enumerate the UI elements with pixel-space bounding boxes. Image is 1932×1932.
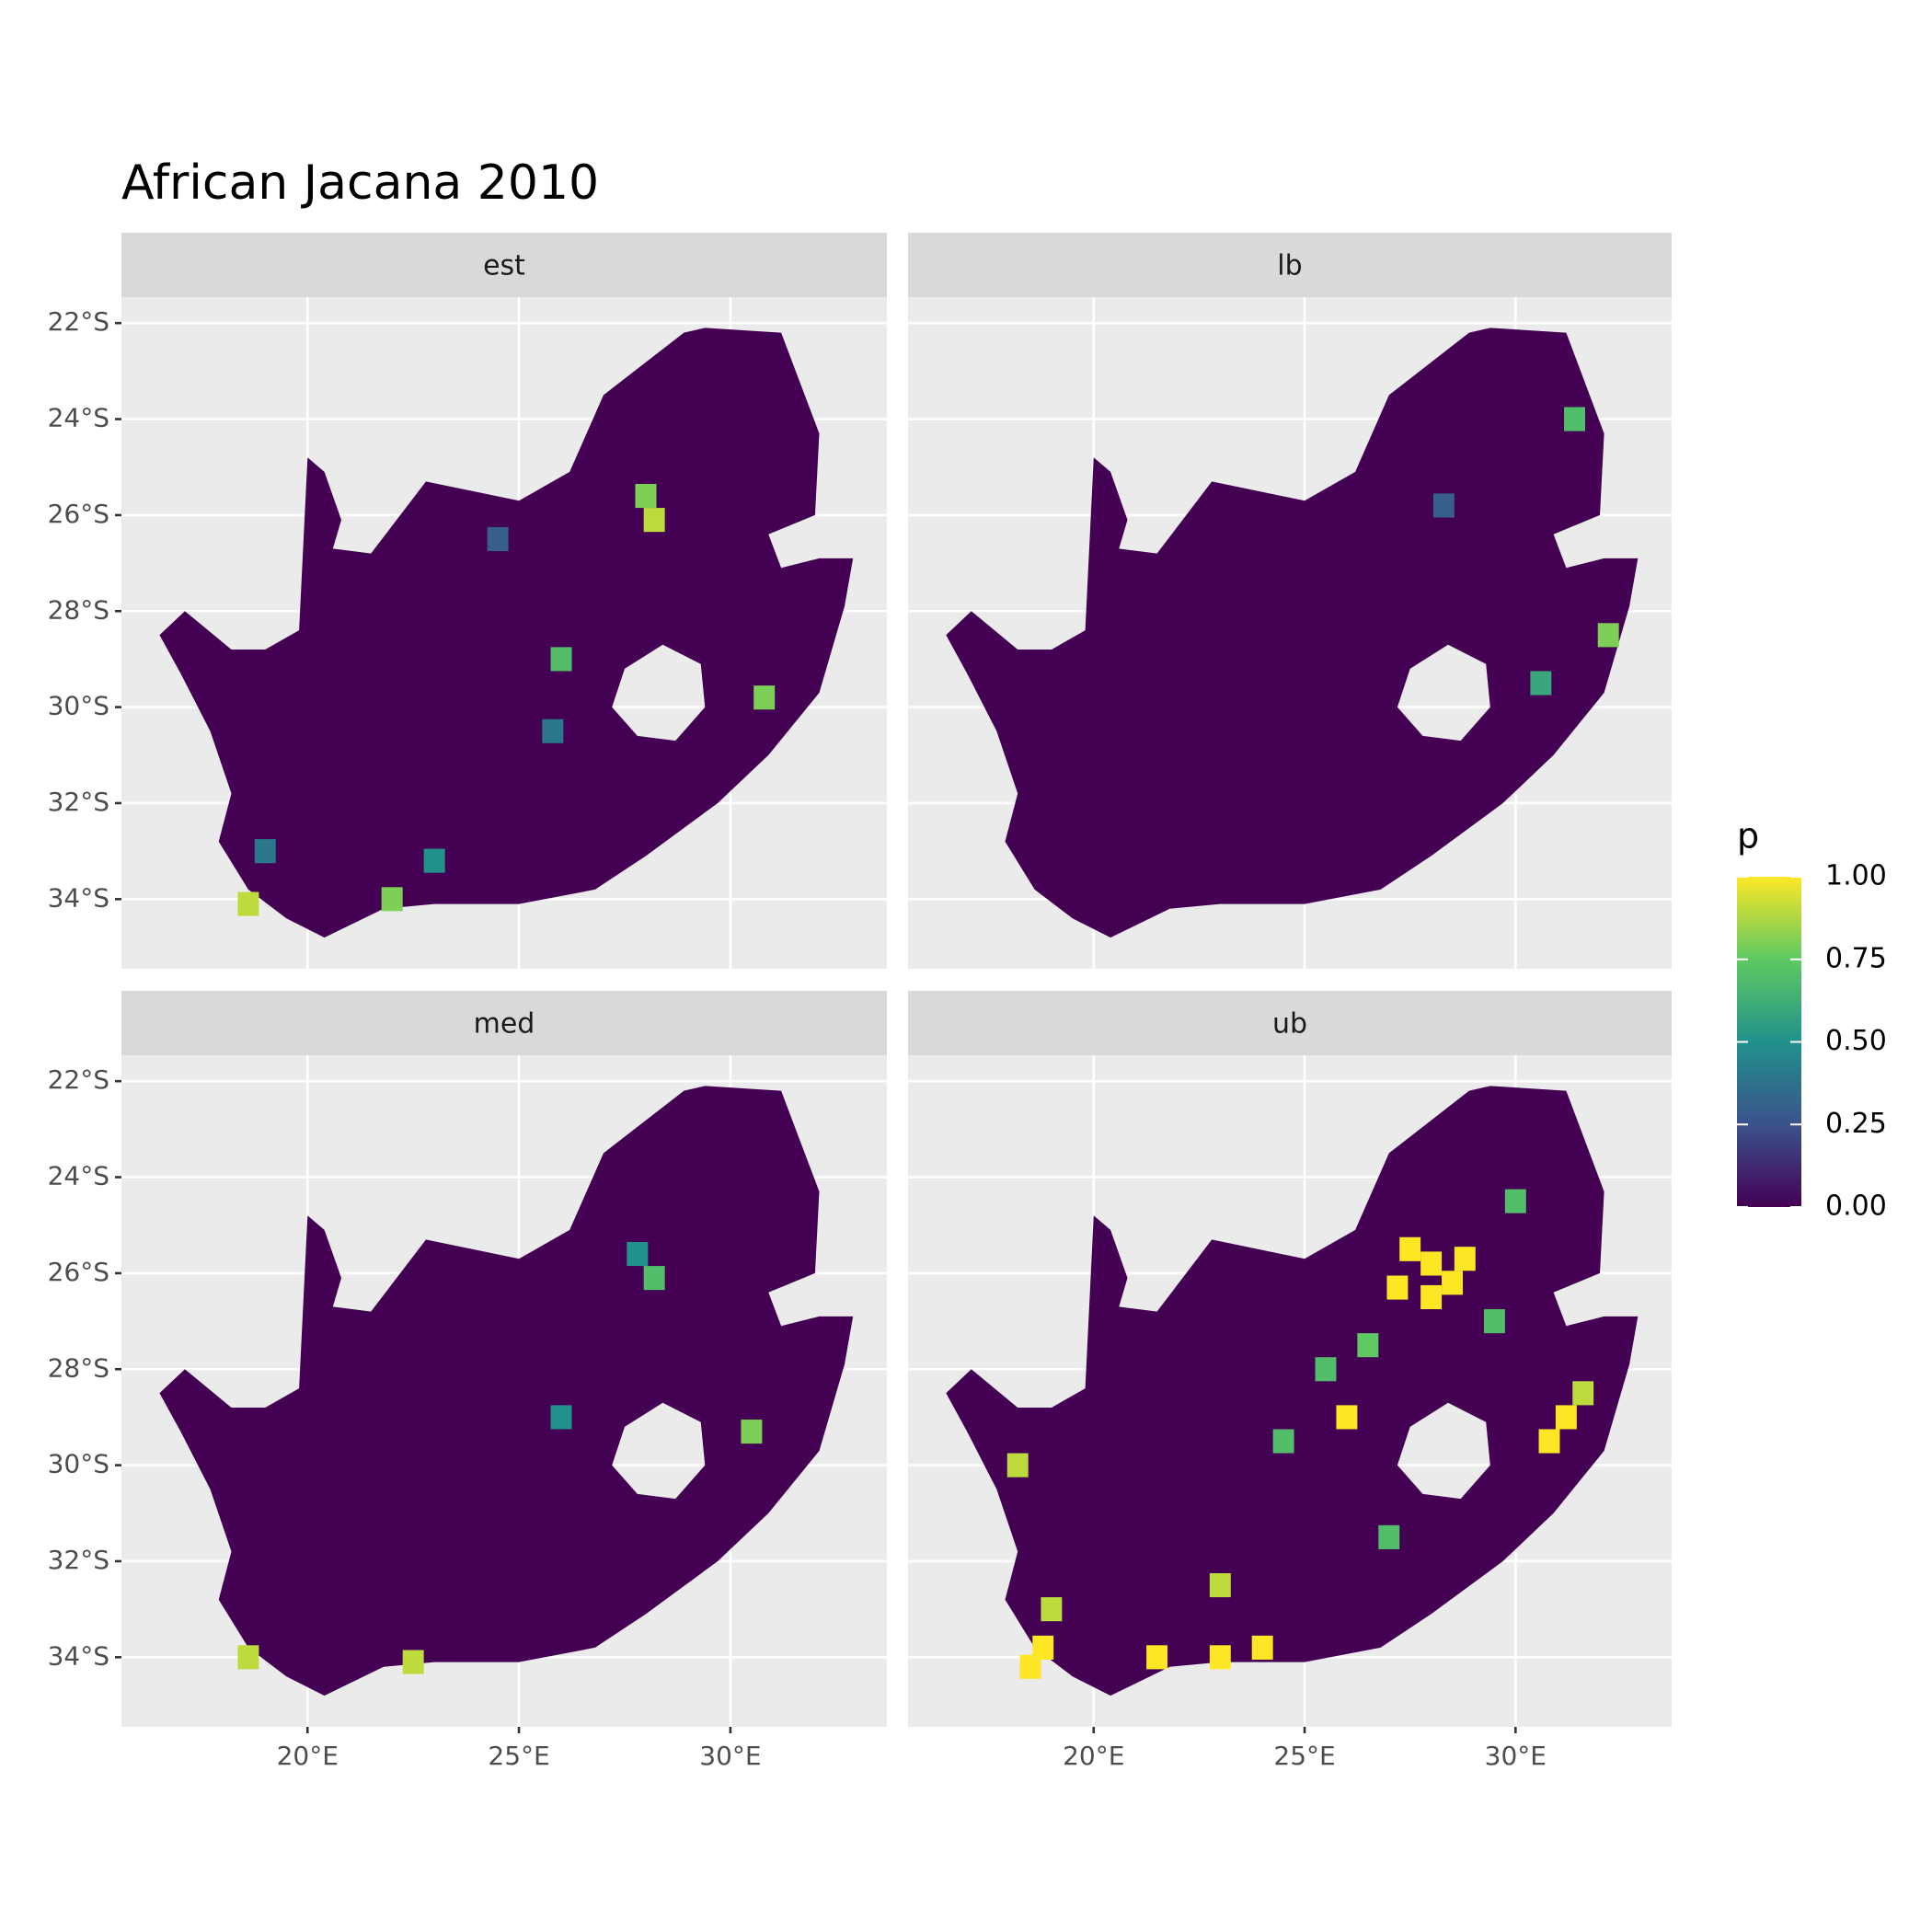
x-tick-label: 30°E (1485, 1741, 1547, 1771)
legend-title: p (1737, 816, 1759, 857)
raster-cell (1572, 1381, 1594, 1406)
raster-cell (423, 848, 445, 873)
strip-label: ub (1272, 1008, 1307, 1041)
raster-cell (1272, 1429, 1294, 1454)
strip-label: lb (1277, 250, 1302, 282)
y-tick-label: 32°S (48, 787, 109, 817)
x-tick-label: 20°E (1063, 1741, 1124, 1771)
raster-cell (1357, 1333, 1379, 1358)
raster-cell (402, 1650, 424, 1674)
strip-label: med (474, 1008, 535, 1041)
region (946, 328, 1639, 938)
legend-tick-label: 0.50 (1825, 1025, 1887, 1057)
strip (121, 233, 887, 297)
raster-cell (635, 483, 657, 509)
y-tick-label: 24°S (48, 1161, 109, 1191)
raster-cell (1504, 1189, 1526, 1213)
legend-tick-label: 1.00 (1825, 860, 1887, 892)
raster-cell (1564, 407, 1585, 431)
raster-cell (237, 891, 259, 916)
raster-cell (643, 508, 665, 533)
raster-cell (1483, 1309, 1505, 1334)
x-tick-label: 20°E (277, 1741, 339, 1771)
raster-cell (1399, 1236, 1421, 1261)
y-tick-label: 34°S (48, 1640, 109, 1671)
raster-cell (381, 887, 403, 912)
strip (908, 233, 1672, 297)
raster-cell (1386, 1275, 1409, 1300)
raster-cell (1538, 1429, 1560, 1454)
x-tick-label: 25°E (488, 1741, 549, 1771)
strip-label: est (483, 250, 525, 282)
raster-cell (643, 1266, 665, 1291)
raster-cell (1597, 623, 1619, 648)
raster-cell (753, 685, 776, 710)
raster-cell (550, 647, 572, 672)
raster-cell (1209, 1645, 1231, 1670)
raster-cell (1378, 1524, 1400, 1549)
raster-cell (1442, 1271, 1464, 1295)
raster-cell (741, 1420, 763, 1444)
y-tick-label: 28°S (48, 594, 109, 625)
raster-cell (1454, 1247, 1476, 1271)
raster-cell (1209, 1573, 1231, 1598)
raster-cell (1420, 1251, 1443, 1276)
raster-cell (487, 526, 509, 552)
raster-cell (542, 719, 564, 743)
strip (908, 991, 1672, 1055)
raster-cell (627, 1241, 649, 1267)
raster-cell (1019, 1654, 1041, 1679)
region (946, 1086, 1639, 1696)
y-tick-label: 30°S (48, 691, 109, 721)
raster-cell (1420, 1284, 1443, 1310)
y-tick-label: 30°S (48, 1449, 109, 1479)
legend-tick-label: 0.75 (1825, 942, 1887, 974)
raster-cell (1146, 1645, 1168, 1670)
legend-tick-label: 0.00 (1825, 1190, 1887, 1223)
raster-cell (1315, 1357, 1337, 1382)
chart-title: African Jacana 2010 (121, 155, 599, 211)
y-tick-label: 26°S (48, 499, 109, 529)
raster-cell (1555, 1405, 1577, 1430)
raster-cell (1041, 1597, 1063, 1622)
raster-cell (254, 839, 276, 864)
raster-cell (237, 1645, 259, 1670)
raster-cell (1432, 493, 1455, 518)
x-tick-label: 30°E (699, 1741, 761, 1771)
region (159, 328, 854, 938)
raster-cell (1530, 671, 1552, 696)
raster-cell (1251, 1635, 1273, 1660)
y-tick-label: 22°S (48, 306, 109, 337)
raster-cell (1032, 1635, 1054, 1660)
raster-cell (1336, 1405, 1358, 1430)
region (159, 1086, 854, 1696)
y-tick-label: 34°S (48, 882, 109, 913)
y-tick-label: 26°S (48, 1257, 109, 1287)
strip (121, 991, 887, 1055)
y-tick-label: 32°S (48, 1545, 109, 1575)
legend-tick-label: 0.25 (1825, 1108, 1887, 1140)
y-tick-label: 28°S (48, 1352, 109, 1383)
raster-cell (1006, 1453, 1029, 1478)
y-tick-label: 24°S (48, 403, 109, 433)
y-tick-label: 22°S (48, 1064, 109, 1095)
x-tick-label: 25°E (1273, 1741, 1335, 1771)
raster-cell (550, 1405, 572, 1430)
